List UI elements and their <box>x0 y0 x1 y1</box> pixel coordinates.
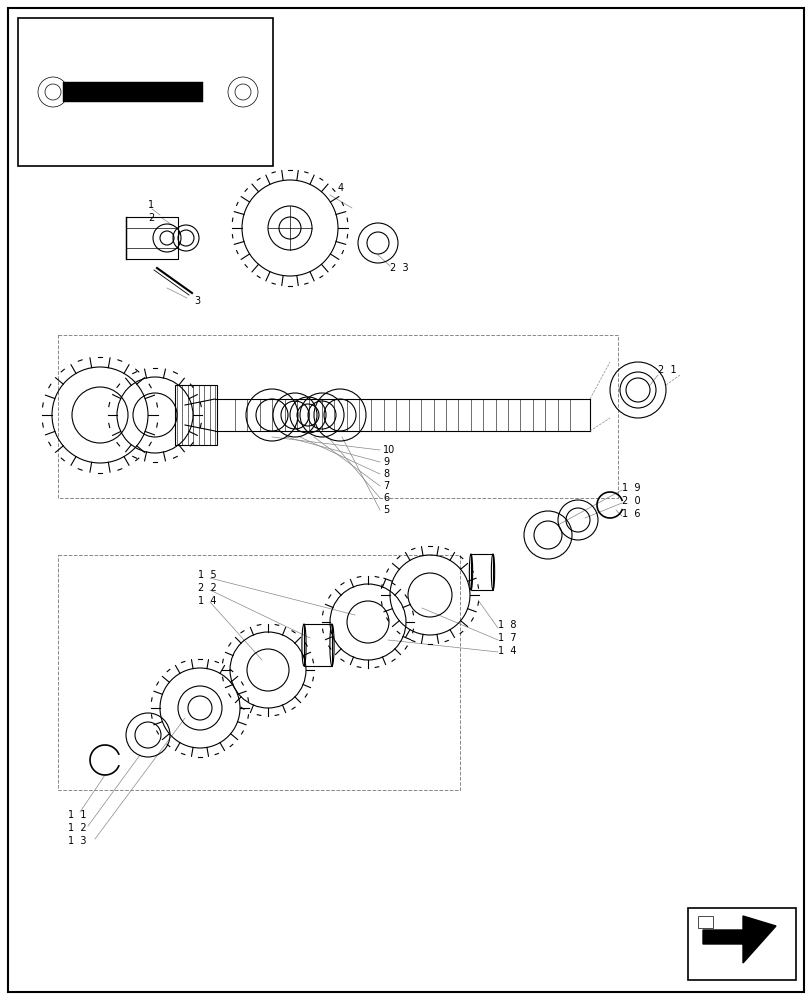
Text: 10: 10 <box>383 445 395 455</box>
Text: 1  4: 1 4 <box>198 596 217 606</box>
Bar <box>303 624 332 666</box>
Text: 2  3: 2 3 <box>389 263 408 273</box>
Text: 1  2: 1 2 <box>68 823 87 833</box>
Text: 1: 1 <box>148 200 154 210</box>
Text: 1  3: 1 3 <box>68 836 87 846</box>
Bar <box>687 908 795 980</box>
Bar <box>470 554 492 590</box>
Text: 1  5: 1 5 <box>198 570 217 580</box>
Text: 5: 5 <box>383 505 388 515</box>
Text: 1  9: 1 9 <box>621 483 640 493</box>
Text: 2  0: 2 0 <box>621 496 640 506</box>
Text: 1  7: 1 7 <box>497 633 516 643</box>
Bar <box>18 18 272 166</box>
Bar <box>63 82 203 102</box>
Text: 6: 6 <box>383 493 388 503</box>
Text: 3: 3 <box>194 296 200 306</box>
Text: 2  2: 2 2 <box>198 583 217 593</box>
Text: 4: 4 <box>337 183 344 193</box>
Text: 1  4: 1 4 <box>497 646 516 656</box>
Text: 8: 8 <box>383 469 388 479</box>
Bar <box>697 916 712 928</box>
Text: 2: 2 <box>148 213 154 223</box>
Text: 1  6: 1 6 <box>621 509 640 519</box>
Bar <box>175 385 217 445</box>
Text: 1  8: 1 8 <box>497 620 516 630</box>
Polygon shape <box>702 916 775 963</box>
Text: 1  1: 1 1 <box>68 810 87 820</box>
Text: 7: 7 <box>383 481 388 491</box>
Bar <box>126 217 178 259</box>
Text: 9: 9 <box>383 457 388 467</box>
Text: 2  1: 2 1 <box>657 365 676 375</box>
